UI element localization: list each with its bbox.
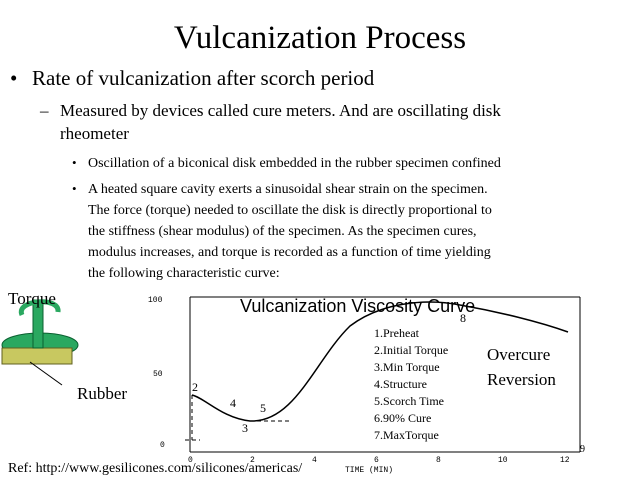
stage: 3.Min Torque [374, 360, 440, 374]
stage: 7.MaxTorque [374, 428, 439, 442]
page-number: 9 [580, 444, 585, 455]
sub-bullet: Measured by devices called cure meters. … [60, 101, 501, 120]
x-tick-label: 10 [498, 456, 508, 465]
y-tick-label: 50 [153, 370, 163, 379]
dash: – [39, 101, 49, 120]
stage: 6.90% Cure [374, 411, 431, 425]
curve-mark: 4 [230, 396, 236, 410]
y-tick-label: 100 [148, 296, 163, 305]
point: the stiffness (shear modulus) of the spe… [88, 224, 477, 239]
overcure: Overcure [487, 345, 550, 364]
pointer [29, 361, 63, 386]
title: Vulcanization Process [174, 20, 466, 56]
point-group: A heated square cavity exerts a sinusoid… [88, 182, 492, 281]
x-ticks: 0 2 4 6 8 10 12 [188, 456, 570, 465]
x-tick-label: 6 [374, 456, 379, 465]
curve-mark: 2 [192, 380, 198, 394]
curve-mark: 3 [242, 421, 248, 435]
point: Oscillation of a biconical disk embedded… [88, 156, 501, 171]
sub-bullet: rheometer [60, 124, 129, 143]
x-tick-label: 0 [188, 456, 193, 465]
dot: • [72, 181, 77, 196]
rubber-label: Rubber [77, 384, 127, 403]
reversion: Reversion [487, 370, 556, 389]
stage: 2.Initial Torque [374, 343, 448, 357]
torque-label: Torque [8, 289, 56, 308]
stage: 1.Preheat [374, 326, 420, 340]
x-label: TIME (MIN) [345, 466, 393, 475]
x-tick-label: 8 [436, 456, 441, 465]
stages: 1.Preheat 2.Initial Torque 3.Min Torque 4.S… [374, 326, 448, 442]
bullet-dot: • [10, 66, 17, 90]
y-tick-label: 0 [160, 441, 165, 450]
stage: 4.Structure [374, 377, 427, 391]
curve [191, 301, 569, 422]
figure-title: Vulcanization Viscosity Curve [240, 296, 475, 316]
point: The force (torque) needed to oscillate t… [88, 203, 492, 218]
arrow [18, 299, 61, 317]
rheometer-icon [1, 299, 79, 386]
bullet: Rate of vulcanization after scorch perio… [32, 66, 375, 90]
x-tick-label: 12 [560, 456, 570, 465]
point: the following characteristic curve: [88, 266, 280, 281]
x-tick-label: 4 [312, 456, 317, 465]
curve-mark: 5 [260, 401, 266, 415]
curve-mark: 8 [460, 311, 466, 325]
rubber-block [1, 347, 73, 365]
point: A heated square cavity exerts a sinusoid… [88, 182, 488, 197]
dot: • [72, 155, 77, 170]
reference: Ref: http://www.gesilicones.com/silicone… [8, 461, 302, 476]
point: modulus increases, and torque is recorde… [88, 245, 491, 260]
stage: 5.Scorch Time [374, 394, 444, 408]
dashes [185, 395, 292, 441]
x-tick-label: 2 [250, 456, 255, 465]
figure: 100 50 0 0 2 4 6 8 10 12 TIME (MIN) Vulcanizat… [148, 296, 581, 475]
